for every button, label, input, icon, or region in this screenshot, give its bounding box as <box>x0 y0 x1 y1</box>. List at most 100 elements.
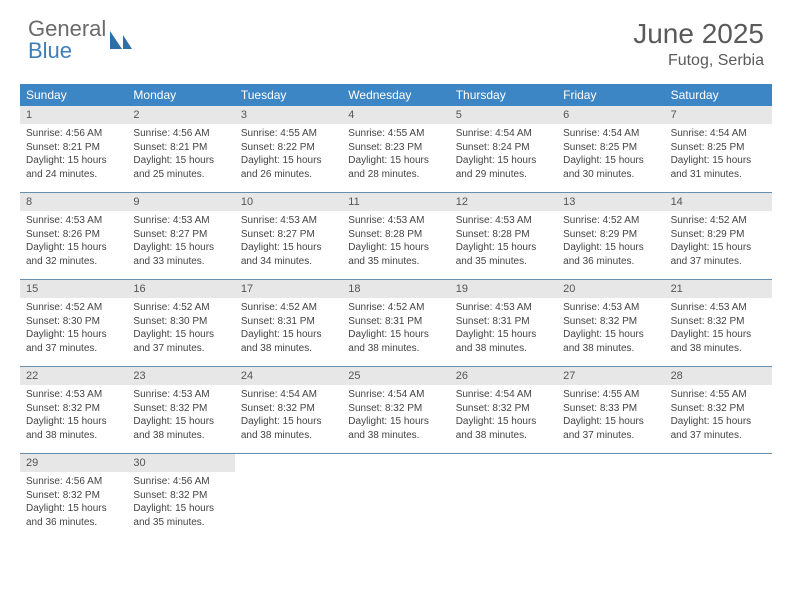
dow-cell: Friday <box>557 84 664 106</box>
day-info: Sunrise: 4:54 AMSunset: 8:32 PMDaylight:… <box>450 388 557 442</box>
day-info: Sunrise: 4:53 AMSunset: 8:27 PMDaylight:… <box>235 214 342 268</box>
week-row: 15Sunrise: 4:52 AMSunset: 8:30 PMDayligh… <box>20 280 772 367</box>
logo: General Blue <box>28 18 134 62</box>
day-info: Sunrise: 4:54 AMSunset: 8:32 PMDaylight:… <box>235 388 342 442</box>
day-info: Sunrise: 4:54 AMSunset: 8:24 PMDaylight:… <box>450 127 557 181</box>
day-cell <box>450 454 557 540</box>
day-info: Sunrise: 4:53 AMSunset: 8:32 PMDaylight:… <box>557 301 664 355</box>
day-cell: 13 Sunrise: 4:52 AMSunset: 8:29 PMDayligh… <box>557 193 664 279</box>
logo-word1: General <box>28 18 106 40</box>
day-cell: 11Sunrise: 4:53 AMSunset: 8:28 PMDayligh… <box>342 193 449 279</box>
dow-cell: Monday <box>127 84 234 106</box>
day-info: Sunrise: 4:52 AMSunset: 8:29 PMDaylight:… <box>557 214 664 268</box>
day-number: 28 <box>665 367 772 385</box>
day-number: 10 <box>235 193 342 211</box>
location: Futog, Serbia <box>633 52 764 70</box>
day-cell: 21 Sunrise: 4:53 AMSunset: 8:32 PMDayligh… <box>665 280 772 366</box>
day-info: Sunrise: 4:54 AMSunset: 8:25 PMDaylight:… <box>557 127 664 181</box>
day-number: 2 <box>127 106 234 124</box>
day-cell: 15 Sunrise: 4:52 AMSunset: 8:30 PMDayligh… <box>20 280 127 366</box>
day-cell: 19 Sunrise: 4:53 AMSunset: 8:31 PMDayligh… <box>450 280 557 366</box>
day-info: Sunrise: 4:53 AMSunset: 8:32 PMDaylight:… <box>20 388 127 442</box>
day-cell <box>557 454 664 540</box>
day-info: Sunrise: 4:55 AMSunset: 8:23 PMDaylight:… <box>342 127 449 181</box>
day-number: 6 <box>557 106 664 124</box>
day-number: 23 <box>127 367 234 385</box>
day-number: 30 <box>127 454 234 472</box>
day-info: Sunrise: 4:53 AMSunset: 8:32 PMDaylight:… <box>665 301 772 355</box>
day-info: Sunrise: 4:56 AMSunset: 8:21 PMDaylight:… <box>20 127 127 181</box>
day-info: Sunrise: 4:52 AMSunset: 8:31 PMDaylight:… <box>235 301 342 355</box>
day-cell: 20 Sunrise: 4:53 AMSunset: 8:32 PMDayligh… <box>557 280 664 366</box>
day-cell: 12 Sunrise: 4:53 AMSunset: 8:28 PMDayligh… <box>450 193 557 279</box>
day-number: 29 <box>20 454 127 472</box>
day-number: 1 <box>20 106 127 124</box>
day-info: Sunrise: 4:52 AMSunset: 8:30 PMDaylight:… <box>20 301 127 355</box>
day-cell <box>342 454 449 540</box>
day-info: Sunrise: 4:53 AMSunset: 8:28 PMDaylight:… <box>450 214 557 268</box>
day-cell: 9 Sunrise: 4:53 AMSunset: 8:27 PMDaylight… <box>127 193 234 279</box>
day-info: Sunrise: 4:55 AMSunset: 8:33 PMDaylight:… <box>557 388 664 442</box>
day-info: Sunrise: 4:55 AMSunset: 8:22 PMDaylight:… <box>235 127 342 181</box>
day-number: 8 <box>20 193 127 211</box>
day-number: 19 <box>450 280 557 298</box>
day-number: 20 <box>557 280 664 298</box>
day-number: 24 <box>235 367 342 385</box>
header: General Blue June 2025 Futog, Serbia <box>0 0 792 78</box>
day-info: Sunrise: 4:53 AMSunset: 8:28 PMDaylight:… <box>342 214 449 268</box>
day-cell: 23 Sunrise: 4:53 AMSunset: 8:32 PMDayligh… <box>127 367 234 453</box>
day-cell: 30 Sunrise: 4:56 AMSunset: 8:32 PMDayligh… <box>127 454 234 540</box>
day-info: Sunrise: 4:53 AMSunset: 8:27 PMDaylight:… <box>127 214 234 268</box>
day-info: Sunrise: 4:53 AMSunset: 8:31 PMDaylight:… <box>450 301 557 355</box>
day-cell: 26 Sunrise: 4:54 AMSunset: 8:32 PMDayligh… <box>450 367 557 453</box>
day-cell: 18 Sunrise: 4:52 AMSunset: 8:31 PMDayligh… <box>342 280 449 366</box>
day-info: Sunrise: 4:56 AMSunset: 8:32 PMDaylight:… <box>20 475 127 529</box>
day-info: Sunrise: 4:53 AMSunset: 8:32 PMDaylight:… <box>127 388 234 442</box>
day-cell: 1 Sunrise: 4:56 AMSunset: 8:21 PMDaylight… <box>20 106 127 192</box>
day-info: Sunrise: 4:52 AMSunset: 8:31 PMDaylight:… <box>342 301 449 355</box>
day-cell: 25Sunrise: 4:54 AMSunset: 8:32 PMDayligh… <box>342 367 449 453</box>
week-row: 8Sunrise: 4:53 AMSunset: 8:26 PMDaylight… <box>20 193 772 280</box>
day-number: 13 <box>557 193 664 211</box>
dow-cell: Tuesday <box>235 84 342 106</box>
day-cell: 29 Sunrise: 4:56 AMSunset: 8:32 PMDayligh… <box>20 454 127 540</box>
day-cell: 3 Sunrise: 4:55 AMSunset: 8:22 PMDaylight… <box>235 106 342 192</box>
day-cell: 8Sunrise: 4:53 AMSunset: 8:26 PMDaylight… <box>20 193 127 279</box>
day-cell: 2Sunrise: 4:56 AMSunset: 8:21 PMDaylight… <box>127 106 234 192</box>
day-info: Sunrise: 4:56 AMSunset: 8:32 PMDaylight:… <box>127 475 234 529</box>
day-info: Sunrise: 4:52 AMSunset: 8:29 PMDaylight:… <box>665 214 772 268</box>
day-number: 14 <box>665 193 772 211</box>
logo-sail-icon <box>108 29 134 51</box>
week-row: 22Sunrise: 4:53 AMSunset: 8:32 PMDayligh… <box>20 367 772 454</box>
day-number: 18 <box>342 280 449 298</box>
logo-word2: Blue <box>28 40 106 62</box>
day-number: 15 <box>20 280 127 298</box>
day-cell <box>665 454 772 540</box>
day-info: Sunrise: 4:52 AMSunset: 8:30 PMDaylight:… <box>127 301 234 355</box>
day-info: Sunrise: 4:54 AMSunset: 8:32 PMDaylight:… <box>342 388 449 442</box>
day-info: Sunrise: 4:54 AMSunset: 8:25 PMDaylight:… <box>665 127 772 181</box>
day-cell: 10 Sunrise: 4:53 AMSunset: 8:27 PMDayligh… <box>235 193 342 279</box>
dow-cell: Sunday <box>20 84 127 106</box>
day-cell: 16Sunrise: 4:52 AMSunset: 8:30 PMDayligh… <box>127 280 234 366</box>
day-number: 27 <box>557 367 664 385</box>
dow-cell: Thursday <box>450 84 557 106</box>
week-row: 1 Sunrise: 4:56 AMSunset: 8:21 PMDaylight… <box>20 106 772 193</box>
day-cell: 28 Sunrise: 4:55 AMSunset: 8:32 PMDayligh… <box>665 367 772 453</box>
day-cell: 4 Sunrise: 4:55 AMSunset: 8:23 PMDaylight… <box>342 106 449 192</box>
day-number: 3 <box>235 106 342 124</box>
day-number: 21 <box>665 280 772 298</box>
day-number: 4 <box>342 106 449 124</box>
day-cell: 24 Sunrise: 4:54 AMSunset: 8:32 PMDayligh… <box>235 367 342 453</box>
day-info: Sunrise: 4:55 AMSunset: 8:32 PMDaylight:… <box>665 388 772 442</box>
day-number: 12 <box>450 193 557 211</box>
day-cell: 5 Sunrise: 4:54 AMSunset: 8:24 PMDaylight… <box>450 106 557 192</box>
day-cell: 27 Sunrise: 4:55 AMSunset: 8:33 PMDayligh… <box>557 367 664 453</box>
day-number: 5 <box>450 106 557 124</box>
day-number: 26 <box>450 367 557 385</box>
day-number: 9 <box>127 193 234 211</box>
day-number: 22 <box>20 367 127 385</box>
dow-cell: Saturday <box>665 84 772 106</box>
day-cell <box>235 454 342 540</box>
day-cell: 17Sunrise: 4:52 AMSunset: 8:31 PMDayligh… <box>235 280 342 366</box>
